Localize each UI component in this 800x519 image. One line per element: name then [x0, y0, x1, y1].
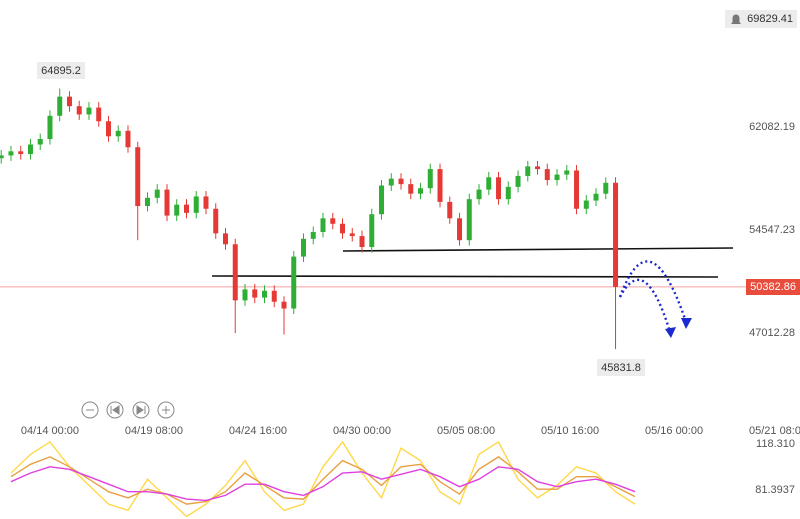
indicator-line — [10, 456, 636, 505]
candle-body — [27, 144, 33, 155]
support-line — [211, 275, 719, 278]
candle-body — [496, 177, 502, 200]
x-tick-label: 04/19 08:00 — [125, 425, 183, 437]
alert-price: 69829.41 — [747, 13, 793, 25]
candle-body — [281, 301, 287, 309]
x-tick-label: 04/14 00:00 — [21, 425, 79, 437]
candle-body — [603, 182, 609, 194]
candle-body — [320, 218, 326, 232]
candle-body — [369, 214, 375, 248]
candle-body — [261, 290, 267, 298]
high-label-box — [37, 62, 85, 79]
candle-body — [105, 121, 111, 137]
candle-body — [447, 201, 453, 219]
candle-body — [418, 188, 424, 194]
candle-body — [164, 189, 170, 216]
indicator-line — [10, 466, 636, 502]
y-tick-label: 47012.28 — [749, 327, 795, 339]
candle-body — [379, 185, 385, 215]
candle-body — [203, 196, 209, 209]
candle-body — [291, 256, 297, 309]
candle-body — [193, 196, 199, 213]
candle-body — [0, 155, 4, 159]
y-tick-label: 54547.23 — [749, 224, 795, 236]
candle-body — [47, 115, 53, 140]
candle-body — [388, 178, 394, 186]
x-tick-label: 04/30 00:00 — [333, 425, 391, 437]
high-label: 64895.2 — [41, 65, 81, 77]
candle-body — [466, 199, 472, 241]
candle-body — [486, 177, 492, 190]
y-tick-label: 62082.19 — [749, 121, 795, 133]
candle-body — [271, 290, 277, 302]
candle-body — [8, 151, 14, 156]
bell-icon — [731, 14, 741, 24]
candle-body — [515, 175, 521, 187]
projection-arrows — [618, 260, 688, 333]
candle-body — [544, 169, 550, 181]
support-line — [342, 247, 734, 252]
candle-body — [583, 200, 589, 209]
candle-body — [222, 233, 228, 245]
current-price-box — [746, 279, 800, 295]
arrow-head — [665, 327, 676, 338]
candle-body — [144, 197, 150, 207]
candle-body — [535, 166, 541, 170]
y-tick-label: 81.3937 — [755, 484, 795, 496]
candle-body — [252, 289, 258, 298]
candle-body — [154, 189, 160, 198]
arrow-head — [681, 318, 692, 329]
candle-body — [310, 231, 316, 239]
candle-body — [86, 107, 92, 115]
candle-body — [301, 238, 307, 257]
candle-body — [554, 174, 560, 181]
alert-box — [725, 10, 797, 28]
candle-body — [242, 289, 248, 301]
candle-body — [76, 106, 82, 115]
candle-body — [125, 130, 131, 148]
candle-body — [174, 204, 180, 216]
candle-body — [232, 244, 238, 301]
y-tick-label: 118.310 — [756, 438, 795, 450]
candle-body — [457, 218, 463, 241]
candle-body — [476, 189, 482, 200]
candle-body — [613, 182, 619, 287]
candle-body — [96, 107, 102, 122]
candle-body — [57, 96, 63, 116]
candle-body — [66, 96, 72, 107]
candle-body — [505, 186, 511, 200]
candle-body — [340, 223, 346, 234]
x-tick-label: 05/16 00:00 — [645, 425, 703, 437]
candle-body — [18, 151, 24, 155]
candle-body — [183, 204, 189, 213]
low-label-box — [597, 359, 645, 376]
candle-body — [398, 178, 404, 185]
x-tick-label: 05/05 08:00 — [437, 425, 495, 437]
candle-body — [349, 233, 355, 237]
x-tick-label: 05/21 08:00 — [749, 425, 800, 437]
candle-body — [330, 218, 336, 224]
candle-body — [359, 236, 365, 248]
candle-body — [437, 169, 443, 202]
candle-body — [115, 130, 121, 137]
x-tick-label: 05/10 16:00 — [541, 425, 599, 437]
candle-body — [37, 139, 43, 145]
low-label: 45831.8 — [601, 362, 641, 374]
candle-body — [564, 170, 570, 175]
candle-body — [427, 169, 433, 189]
candle-body — [593, 193, 599, 201]
candle-body — [408, 184, 414, 194]
candle-body — [574, 170, 580, 209]
current-price: 50382.86 — [750, 281, 796, 293]
nav-buttons[interactable] — [81, 401, 175, 419]
candle-body — [135, 147, 141, 207]
x-tick-label: 04/24 16:00 — [229, 425, 287, 437]
candle-body — [213, 208, 219, 234]
indicator-line — [10, 440, 636, 518]
candle-body — [525, 166, 531, 176]
